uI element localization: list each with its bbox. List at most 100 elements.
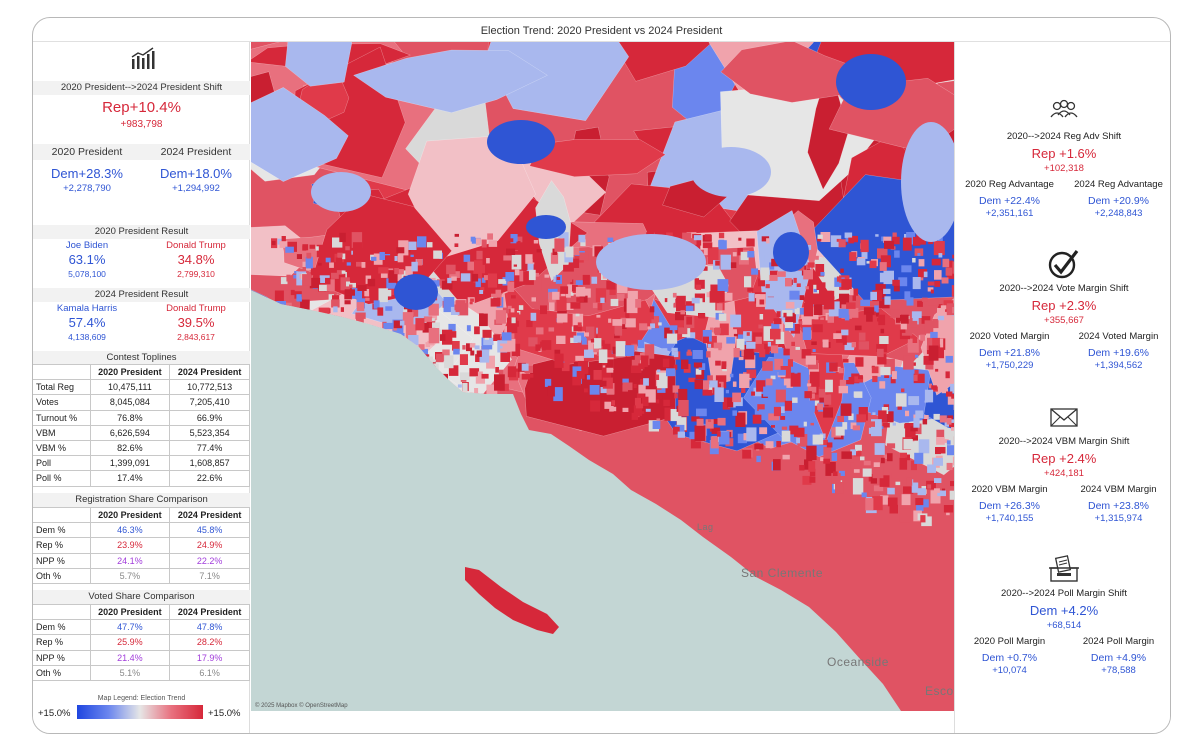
shift-value: Rep +2.3% <box>1031 298 1097 313</box>
right-value: Dem +23.8% <box>1088 500 1149 512</box>
table-row: Rep % 25.9% 28.2% <box>33 634 250 651</box>
toplines-col-2020: 2020 President <box>89 363 171 381</box>
ballot-box-icon <box>1047 554 1081 584</box>
shift-value: Dem +4.2% <box>1029 603 1099 618</box>
left-label: 2020 Poll Margin <box>973 636 1046 647</box>
right-label: 2024 Reg Advantage <box>1074 179 1163 190</box>
value-2020: 10,475,111 <box>89 379 171 396</box>
table-row: Total Reg 10,475,111 10,772,513 <box>33 379 250 396</box>
value-2024: 22.6% <box>169 470 250 487</box>
catalina-island[interactable] <box>465 567 559 634</box>
trump-2024-votes: 2,843,617 <box>177 332 215 342</box>
row-label: Poll <box>33 455 91 472</box>
row-label: VBM <box>33 424 91 441</box>
shift-title: 2020-->2024 Vote Margin Shift <box>999 283 1129 294</box>
value-2020: 76.8% <box>89 409 171 426</box>
row-label: Total Reg <box>33 379 91 396</box>
trump-2024-pct: 39.5% <box>177 315 215 330</box>
margin-2020-votes: +2,278,790 <box>63 183 111 194</box>
row-label: Poll % <box>33 470 91 487</box>
margin-2020-value: Dem+28.3% <box>51 166 123 181</box>
left-summary-panel: 2020 President-->2024 President Shift Re… <box>33 42 250 733</box>
value-2020: 46.3% <box>89 522 171 539</box>
right-votes: +1,394,562 <box>1094 360 1143 371</box>
table-row: VBM % 82.6% 77.4% <box>33 439 250 457</box>
shift-votes: +424,181 <box>1044 468 1084 479</box>
row-label: NPP % <box>33 649 91 666</box>
shift-votes: +355,667 <box>1044 315 1084 326</box>
voted-share-table: 2020 President 2024 President Dem % 47.7%… <box>33 603 250 681</box>
left-value: Dem +26.3% <box>979 500 1040 512</box>
row-label: Dem % <box>33 522 91 539</box>
harris-votes: 4,138,609 <box>68 332 106 342</box>
margin-2020-label: 2020 President <box>51 146 123 158</box>
value-2020: 17.4% <box>89 470 171 487</box>
row-label: Rep % <box>33 537 91 554</box>
table-row: Votes 8,045,084 7,205,410 <box>33 394 250 411</box>
left-label: 2020 VBM Margin <box>971 484 1048 495</box>
reg-col-2024: 2024 President <box>169 506 250 524</box>
row-label: Oth % <box>33 664 91 681</box>
biden-name: Joe Biden <box>65 240 109 251</box>
toplines-col-2024: 2024 President <box>169 363 250 381</box>
shift-title: 2020-->2024 Poll Margin Shift <box>1001 588 1127 599</box>
voted-share-header: Voted Share Comparison <box>33 590 250 604</box>
trump-2020-name: Donald Trump <box>166 240 226 251</box>
row-label: Turnout % <box>33 409 91 426</box>
margin-2024-value: Dem+18.0% <box>160 166 232 181</box>
map-place-escondido: Esco <box>925 684 954 698</box>
shift-value: Rep +2.4% <box>1031 451 1097 466</box>
value-2024: 22.2% <box>169 552 250 569</box>
row-label: Oth % <box>33 567 91 584</box>
value-2024: 28.2% <box>169 634 250 651</box>
left-votes: +1,740,155 <box>985 513 1034 524</box>
right-votes: +2,248,843 <box>1094 208 1143 219</box>
dashboard-title: Election Trend: 2020 President vs 2024 P… <box>33 18 1170 42</box>
value-2024: 17.9% <box>169 649 250 666</box>
election-trend-map[interactable]: Lag San Clemente Oceanside Esco © 2025 M… <box>251 42 954 711</box>
harris-pct: 57.4% <box>68 315 106 330</box>
value-2024: 7.1% <box>169 567 250 584</box>
value-2020: 21.4% <box>89 649 171 666</box>
left-votes: +2,351,161 <box>985 208 1034 219</box>
shift-title: 2020-->2024 VBM Margin Shift <box>998 436 1130 447</box>
voted-col-2024: 2024 President <box>169 603 250 621</box>
value-2024: 45.8% <box>169 522 250 539</box>
legend-right-label: +15.0% <box>208 708 241 719</box>
row-label: VBM % <box>33 439 91 457</box>
shift-title: 2020-->2024 Reg Adv Shift <box>1006 131 1122 142</box>
table-row: Oth % 5.1% 6.1% <box>33 664 250 681</box>
margin-2024-label: 2024 President <box>160 146 232 158</box>
reg-share-header: Registration Share Comparison <box>33 493 250 507</box>
value-2020: 25.9% <box>89 634 171 651</box>
table-row: Poll 1,399,091 1,608,857 <box>33 455 250 472</box>
map-place-laguna: Lag <box>697 522 714 532</box>
legend-left-label: +15.0% <box>38 708 71 719</box>
map-canvas[interactable] <box>251 42 954 711</box>
value-2024: 10,772,513 <box>169 379 250 396</box>
value-2024: 6.1% <box>169 664 250 681</box>
map-place-oceanside: Oceanside <box>827 655 889 669</box>
envelope-icon <box>1047 402 1081 432</box>
trump-2020-votes: 2,799,310 <box>177 269 215 279</box>
value-2024: 1,608,857 <box>169 455 250 472</box>
shift-header: 2020 President-->2024 President Shift <box>33 81 250 95</box>
value-2024: 47.8% <box>169 619 250 636</box>
right-value: Dem +4.9% <box>1090 652 1147 664</box>
voted-col-2020: 2020 President <box>89 603 171 621</box>
left-value: Dem +0.7% <box>981 652 1038 664</box>
shift-votes: +983,798 <box>120 119 163 130</box>
left-value: Dem +22.4% <box>979 195 1040 207</box>
table-row: Rep % 23.9% 24.9% <box>33 537 250 554</box>
map-attribution[interactable]: © 2025 Mapbox © OpenStreetMap <box>255 703 348 709</box>
margin-2024-votes: +1,294,992 <box>172 183 220 194</box>
value-2020: 47.7% <box>89 619 171 636</box>
value-2020: 5.7% <box>89 567 171 584</box>
result-2024-header: 2024 President Result <box>33 288 250 302</box>
table-row: NPP % 21.4% 17.9% <box>33 649 250 666</box>
left-votes: +10,074 <box>992 665 1027 676</box>
left-value: Dem +21.8% <box>979 347 1040 359</box>
value-2024: 5,523,354 <box>169 424 250 441</box>
precinct-layer[interactable] <box>251 42 954 711</box>
dashboard-frame: Election Trend: 2020 President vs 2024 P… <box>32 17 1171 734</box>
